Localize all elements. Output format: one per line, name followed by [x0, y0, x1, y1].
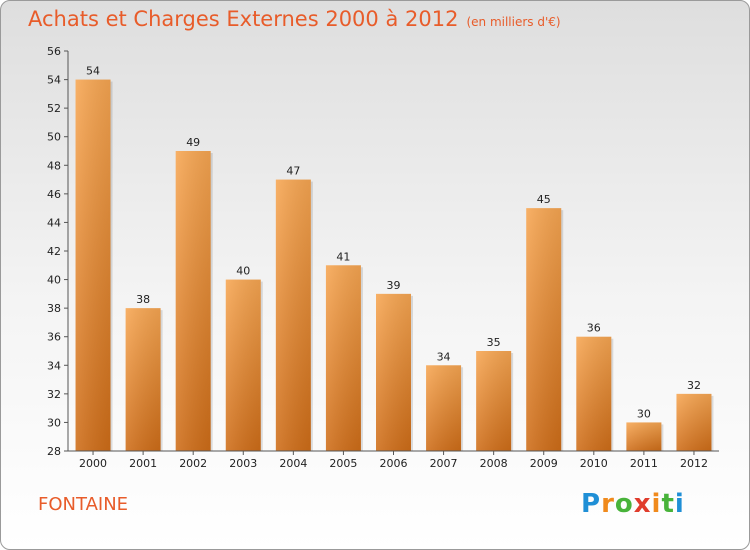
chart-title-text: Achats et Charges Externes 2000 à 2012 — [28, 7, 459, 31]
data-label: 30 — [637, 407, 651, 420]
bar-highlight — [376, 293, 411, 451]
y-tick-label: 48 — [47, 159, 61, 172]
x-tick-label: 2008 — [480, 457, 508, 470]
bars: 54 38 49 40 47 41 39 34 35 45 36 30 32 — [75, 65, 714, 452]
data-label: 36 — [587, 322, 601, 335]
data-label: 39 — [387, 279, 401, 292]
y-axis: 28 30 32 34 36 38 40 42 44 46 48 50 52 54 56 — [47, 45, 69, 458]
bar-highlight — [175, 151, 211, 451]
y-tick-label: 42 — [47, 245, 61, 258]
bar-highlight — [676, 393, 712, 451]
bar-highlight — [75, 79, 111, 452]
x-tick-label: 2006 — [380, 457, 408, 470]
x-tick-label: 2009 — [530, 457, 558, 470]
y-tick-label: 46 — [47, 188, 61, 201]
y-tick-label: 36 — [47, 331, 61, 344]
y-tick-label: 44 — [47, 216, 61, 229]
y-tick-label: 40 — [47, 274, 61, 287]
bar-highlight — [225, 279, 261, 451]
x-axis: 2000 2001 2002 2003 2004 2005 2006 2007 2008 2009… — [68, 450, 719, 470]
data-label: 38 — [136, 293, 150, 306]
chart-subtitle: (en milliers d'€) — [466, 15, 561, 29]
bar-highlight — [125, 308, 161, 451]
y-tick-label: 34 — [47, 359, 61, 372]
region-name: FONTAINE — [38, 494, 129, 515]
y-tick-label: 54 — [47, 74, 61, 87]
bar-highlight — [426, 365, 462, 451]
y-tick-label: 38 — [47, 302, 61, 315]
x-tick-label: 2011 — [630, 457, 658, 470]
x-tick-label: 2010 — [580, 457, 608, 470]
data-label: 49 — [186, 136, 200, 149]
y-tick-label: 32 — [47, 388, 61, 401]
bar-highlight — [526, 208, 562, 451]
bar-highlight — [626, 422, 662, 451]
bar-highlight — [325, 265, 361, 451]
bar-highlight — [275, 179, 311, 452]
data-label: 32 — [687, 379, 701, 392]
x-tick-label: 2005 — [329, 457, 357, 470]
data-label: 47 — [286, 165, 300, 178]
y-tick-label: 50 — [47, 131, 61, 144]
y-tick-label: 56 — [47, 45, 61, 58]
chart-title: Achats et Charges Externes 2000 à 2012 (e… — [28, 7, 561, 31]
data-label: 45 — [537, 193, 551, 206]
x-tick-label: 2000 — [79, 457, 107, 470]
y-tick-label: 28 — [47, 445, 61, 458]
data-label: 40 — [236, 265, 250, 278]
x-tick-label: 2003 — [229, 457, 257, 470]
x-tick-label: 2012 — [680, 457, 708, 470]
data-label: 35 — [487, 336, 501, 349]
x-tick-label: 2004 — [279, 457, 307, 470]
x-tick-label: 2001 — [129, 457, 157, 470]
data-label: 54 — [86, 65, 100, 78]
x-tick-label: 2007 — [430, 457, 458, 470]
data-label: 41 — [336, 250, 350, 263]
proxiti-logo: Proxiti — [581, 489, 685, 519]
data-label: 34 — [437, 350, 451, 363]
y-tick-label: 52 — [47, 102, 61, 115]
bar-highlight — [576, 336, 612, 451]
bar-highlight — [476, 351, 512, 451]
y-tick-label: 30 — [47, 416, 61, 429]
x-tick-label: 2002 — [179, 457, 207, 470]
